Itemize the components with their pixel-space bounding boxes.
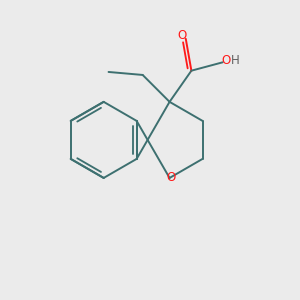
Text: O: O — [167, 171, 176, 184]
Text: H: H — [230, 54, 239, 67]
Text: O: O — [221, 54, 230, 67]
Text: O: O — [178, 29, 187, 42]
